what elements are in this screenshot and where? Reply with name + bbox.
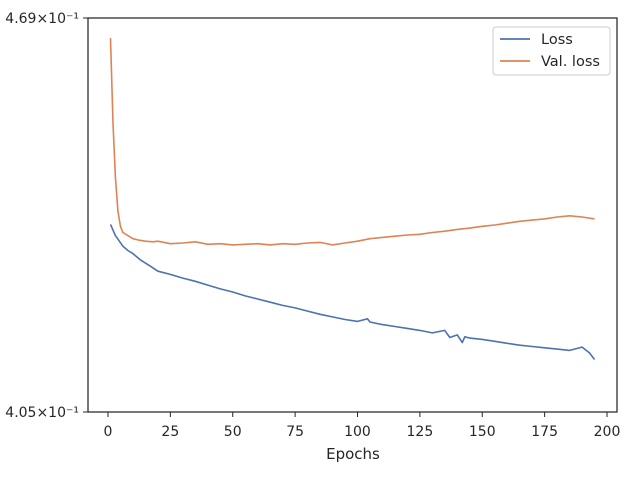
x-tick-label: 50 bbox=[224, 424, 242, 440]
legend: Loss Val. loss bbox=[492, 26, 611, 76]
y-tick-label: 4.69×10⁻¹ bbox=[5, 11, 79, 27]
x-tick-label: 100 bbox=[344, 424, 371, 440]
x-axis-label: Epochs bbox=[326, 445, 380, 463]
x-tick-label: 125 bbox=[407, 424, 434, 440]
plot-border bbox=[87, 17, 618, 413]
x-axis: 0 25 50 75 100 125 150 175 200 bbox=[104, 412, 621, 440]
x-tick-label: 150 bbox=[469, 424, 496, 440]
x-tick-label: 200 bbox=[594, 424, 621, 440]
y-tick-label: 4.05×10⁻¹ bbox=[5, 405, 79, 421]
x-tick-label: 0 bbox=[104, 424, 113, 440]
x-tick-label: 175 bbox=[531, 424, 558, 440]
x-tick-label: 25 bbox=[161, 424, 179, 440]
plot-frame bbox=[87, 17, 618, 413]
y-axis: 4.05×10⁻¹ 4.69×10⁻¹ bbox=[5, 11, 88, 421]
series-layer bbox=[109, 38, 596, 360]
legend-label-0: Loss bbox=[541, 32, 573, 48]
x-tick-label: 75 bbox=[286, 424, 304, 440]
series-line-1 bbox=[109, 38, 595, 246]
series-line-0 bbox=[109, 224, 596, 360]
legend-label-1: Val. loss bbox=[541, 54, 600, 70]
